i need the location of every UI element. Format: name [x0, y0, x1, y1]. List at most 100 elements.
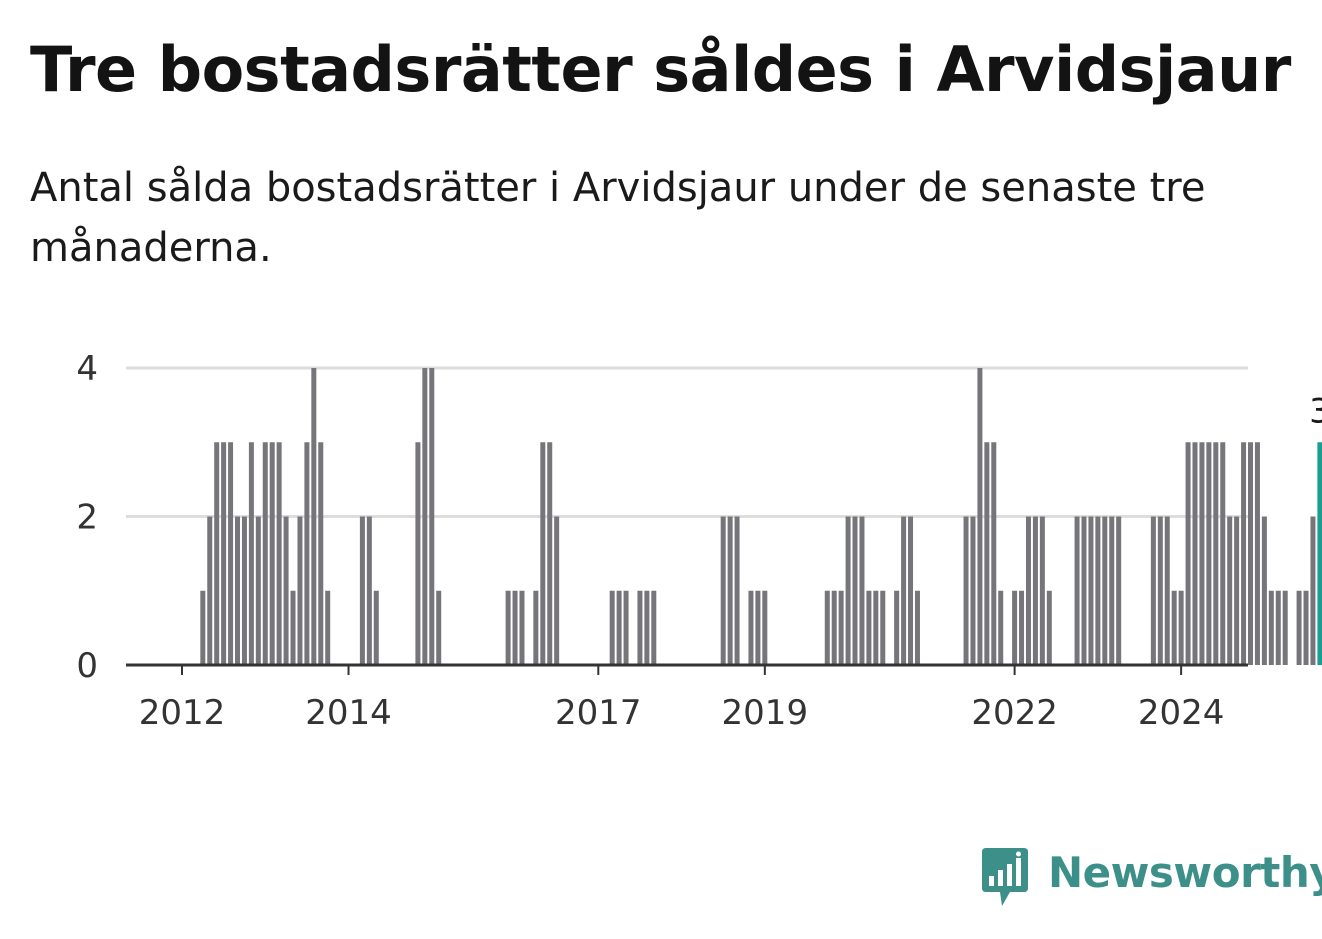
bar [214, 442, 220, 665]
bar [540, 442, 546, 665]
bar [914, 590, 920, 665]
bar [373, 590, 379, 665]
bars: 3 [200, 368, 1322, 665]
bar [651, 590, 657, 665]
bar [325, 590, 331, 665]
bar [623, 590, 629, 665]
bar [644, 590, 650, 665]
bar [977, 368, 983, 665]
bar [422, 368, 428, 665]
x-tick-label: 2012 [139, 693, 226, 733]
bar [901, 516, 907, 665]
x-tick-label: 2024 [1138, 693, 1225, 733]
bar [429, 368, 435, 665]
bar [1261, 516, 1267, 665]
bar [200, 590, 206, 665]
bar [1192, 442, 1198, 665]
bar [866, 590, 872, 665]
bar [720, 516, 726, 665]
bar [616, 590, 622, 665]
bar [304, 442, 310, 665]
bar [845, 516, 851, 665]
bar [1185, 442, 1191, 665]
bar [831, 590, 837, 665]
bar [762, 590, 768, 665]
bar [1157, 516, 1163, 665]
bar [1102, 516, 1108, 665]
bar [1164, 516, 1170, 665]
bar-highlight [1317, 442, 1322, 665]
bar [221, 442, 227, 665]
bar [1039, 516, 1045, 665]
bar [991, 442, 997, 665]
bar [283, 516, 289, 665]
bar [637, 590, 643, 665]
bar [748, 590, 754, 665]
newsworthy-logo[interactable]: Newsworthy [980, 846, 1322, 912]
bar [415, 442, 421, 665]
y-tick-label: 2 [76, 498, 98, 538]
bar [228, 442, 234, 665]
bar [1254, 442, 1260, 665]
bar [1074, 516, 1080, 665]
bar [1296, 590, 1302, 665]
bar [609, 590, 615, 665]
bar [1234, 516, 1240, 665]
bar [248, 442, 254, 665]
bar [1303, 590, 1309, 665]
bar [297, 516, 303, 665]
newsworthy-logo-icon [982, 848, 1028, 906]
bar [1032, 516, 1038, 665]
bar [359, 516, 365, 665]
bar [1199, 442, 1205, 665]
bar [235, 516, 241, 665]
bar [1095, 516, 1101, 665]
bar [873, 590, 879, 665]
bar [838, 590, 844, 665]
bar [366, 516, 372, 665]
bar [1150, 516, 1156, 665]
gridlines [126, 366, 1248, 518]
bar [1019, 590, 1025, 665]
bar [505, 590, 511, 665]
bar [519, 590, 525, 665]
bar [318, 442, 324, 665]
bar [311, 368, 317, 665]
bar [1012, 590, 1018, 665]
bar [1213, 442, 1219, 665]
chart-subtitle: Antal sålda bostadsrätter i Arvidsjaur u… [30, 165, 1206, 271]
x-tick-label: 2017 [555, 693, 642, 733]
brand-name: Newsworthy [1048, 848, 1322, 897]
y-tick-label: 4 [76, 349, 98, 389]
bar [276, 442, 282, 665]
bar [880, 590, 886, 665]
bar [554, 516, 560, 665]
bar [533, 590, 539, 665]
chart-title: Tre bostadsrätter såldes i Arvidsjaur [30, 33, 1291, 106]
bar [1081, 516, 1087, 665]
axes: 0 2 4 2012 2014 2017 2019 2022 2024 [76, 349, 1248, 733]
bar [734, 516, 740, 665]
bar [1178, 590, 1184, 665]
bar [1046, 590, 1052, 665]
y-tick-label: 0 [76, 646, 98, 686]
bar [755, 590, 761, 665]
bar [1171, 590, 1177, 665]
bar [908, 516, 914, 665]
bar [1025, 516, 1031, 665]
bar [970, 516, 976, 665]
bar [894, 590, 900, 665]
bar [1088, 516, 1094, 665]
bar [241, 516, 247, 665]
bar [852, 516, 858, 665]
bar [207, 516, 213, 665]
bar [859, 516, 865, 665]
bar [984, 442, 990, 665]
bar [269, 442, 275, 665]
bar [1248, 442, 1254, 665]
bar [1310, 516, 1316, 665]
highlight-value-label: 3 [1309, 391, 1322, 431]
x-tick-label: 2014 [305, 693, 392, 733]
bar [1206, 442, 1212, 665]
bar [1220, 442, 1226, 665]
